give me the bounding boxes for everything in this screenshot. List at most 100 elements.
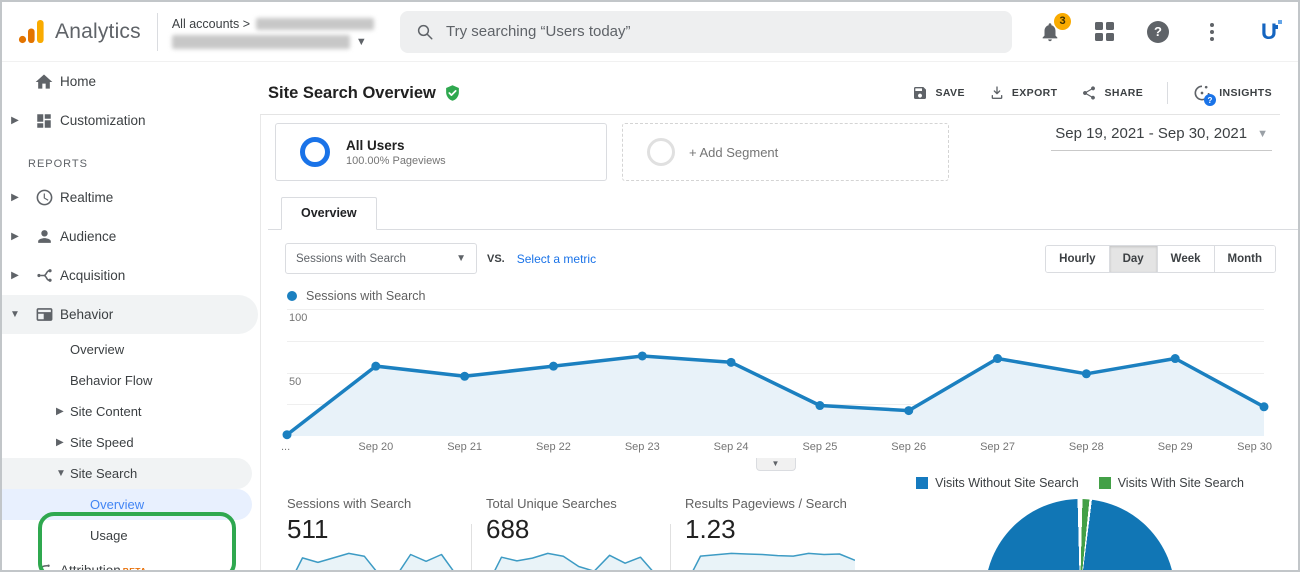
insights-button[interactable]: ? INSIGHTS bbox=[1192, 83, 1272, 106]
series-legend-dot bbox=[287, 291, 297, 301]
expand-icon[interactable]: ▶ bbox=[11, 115, 19, 126]
chart-plot-area[interactable]: 100 50 bbox=[282, 309, 1269, 440]
collapse-icon[interactable]: ▼ bbox=[56, 468, 66, 479]
sidebar-item-realtime[interactable]: ▶ Realtime bbox=[2, 178, 260, 217]
sidebar-item-behavior-overview[interactable]: Overview bbox=[70, 342, 125, 357]
summary-row: Sessions with Search 511 Total Unique Se… bbox=[287, 468, 1280, 570]
notifications-button[interactable]: 3 bbox=[1038, 12, 1071, 44]
chart-controls: Sessions with Search ▼ VS. Select a metr… bbox=[285, 243, 1280, 274]
header-divider bbox=[156, 12, 158, 51]
gridline-50 bbox=[287, 372, 1264, 374]
metric-selector-dropdown[interactable]: Sessions with Search ▼ bbox=[285, 243, 477, 274]
sidebar-item-behavior-flow[interactable]: Behavior Flow bbox=[70, 373, 153, 388]
granularity-month-button[interactable]: Month bbox=[1213, 245, 1275, 272]
home-icon bbox=[28, 72, 60, 92]
sidebar-item-behavior[interactable]: ▼ Behavior bbox=[2, 295, 258, 334]
gridline-75 bbox=[287, 340, 1264, 342]
metric-divider bbox=[471, 524, 472, 570]
granularity-week-button[interactable]: Week bbox=[1156, 245, 1214, 272]
segments-row: All Users 100.00% Pageviews + Add Segmen… bbox=[275, 123, 1280, 183]
timeseries-chart[interactable]: 100 50 ... Sep 20 Sep 21 Sep 22 Sep 23 Sep 24… bbox=[281, 309, 1272, 471]
unique-searches-sparkline bbox=[494, 552, 653, 570]
metric-cards: Sessions with Search 511 Total Unique Se… bbox=[287, 468, 855, 570]
segment-all-users[interactable]: All Users 100.00% Pageviews bbox=[275, 123, 607, 181]
results-pageviews-sparkline bbox=[692, 552, 855, 570]
gridline-100 bbox=[287, 309, 1264, 310]
date-range-picker[interactable]: Sep 19, 2021 - Sep 30, 2021 ▼ bbox=[1051, 125, 1272, 151]
sidebar-item-site-search[interactable]: ▼ Site Search bbox=[2, 458, 252, 489]
series-legend: Sessions with Search bbox=[287, 289, 1280, 303]
x-tick-label: Sep 21 bbox=[447, 441, 483, 453]
date-range-value: Sep 19, 2021 - Sep 30, 2021 bbox=[1055, 125, 1248, 142]
sidebar-item-site-content[interactable]: ▶ Site Content bbox=[56, 404, 142, 419]
granularity-day-button[interactable]: Day bbox=[1108, 245, 1157, 272]
customization-icon bbox=[28, 112, 60, 130]
search-input[interactable]: Try searching “Users today” bbox=[400, 10, 1013, 53]
account-switcher[interactable]: All accounts > ▼ bbox=[171, 15, 375, 49]
report-toolbar: SAVE EXPORT SHARE ? bbox=[912, 82, 1280, 106]
product-name: Analytics bbox=[55, 19, 141, 43]
date-dropdown-icon: ▼ bbox=[1257, 127, 1268, 140]
x-tick-label: ... bbox=[281, 441, 291, 453]
overflow-menu-button[interactable] bbox=[1200, 20, 1224, 44]
insights-icon: ? bbox=[1192, 83, 1217, 106]
sidebar-item-site-search-overview[interactable]: Overview bbox=[2, 489, 252, 520]
account-dropdown-icon[interactable]: ▼ bbox=[355, 35, 367, 48]
expand-icon[interactable]: ▶ bbox=[56, 406, 64, 417]
legend-visits-with-site-search: Visits With Site Search bbox=[1098, 476, 1244, 490]
sidebar-item-customization[interactable]: ▶ Customization bbox=[2, 101, 260, 140]
help-button[interactable]: ? bbox=[1146, 20, 1170, 44]
sessions-line-series bbox=[282, 351, 1269, 440]
collapse-icon[interactable]: ▼ bbox=[10, 309, 20, 320]
sidebar-item-home[interactable]: Home bbox=[2, 62, 260, 101]
sidebar-item-audience[interactable]: ▶ Audience bbox=[2, 217, 260, 256]
select-metric-link[interactable]: Select a metric bbox=[516, 251, 597, 266]
behavior-icon bbox=[28, 305, 60, 324]
expand-icon[interactable]: ▶ bbox=[11, 270, 19, 281]
metric-results-pageviews-per-search[interactable]: Results Pageviews / Search 1.23 bbox=[685, 496, 855, 570]
pie-section: Visits Without Site Search Visits With S… bbox=[880, 468, 1280, 570]
page-title: Site Search Overview bbox=[268, 83, 436, 102]
verified-shield-icon bbox=[444, 84, 461, 102]
site-search-pie-chart[interactable] bbox=[985, 499, 1175, 570]
attribution-icon bbox=[28, 562, 60, 570]
add-segment-button[interactable]: + Add Segment bbox=[622, 123, 949, 181]
chart-collapse-button[interactable]: ▼ bbox=[755, 458, 796, 471]
x-tick-label: Sep 23 bbox=[624, 441, 660, 453]
download-icon bbox=[991, 86, 1003, 99]
tab-bar: Overview bbox=[268, 197, 1298, 230]
x-tick-label: Sep 20 bbox=[358, 441, 394, 453]
sidebar-item-acquisition[interactable]: ▶ Acquisition bbox=[2, 256, 260, 295]
share-button[interactable]: SHARE bbox=[1081, 85, 1143, 101]
reports-section-label: REPORTS bbox=[28, 158, 88, 170]
metric-total-unique-searches[interactable]: Total Unique Searches 688 bbox=[486, 496, 656, 570]
x-tick-label: Sep 25 bbox=[802, 441, 838, 453]
avatar[interactable]: U bbox=[1254, 16, 1284, 47]
person-icon bbox=[28, 227, 60, 246]
vs-label: VS. bbox=[487, 252, 505, 265]
sidebar-item-site-speed[interactable]: ▶ Site Speed bbox=[56, 435, 134, 450]
sidebar-item-usage[interactable]: Usage bbox=[90, 528, 128, 543]
metric-divider bbox=[670, 524, 671, 570]
segment-ring-icon bbox=[300, 137, 330, 167]
apps-button[interactable] bbox=[1092, 20, 1116, 44]
expand-icon[interactable]: ▶ bbox=[11, 231, 19, 242]
save-button[interactable]: SAVE bbox=[912, 85, 964, 101]
y-tick-100: 100 bbox=[289, 312, 308, 324]
segment-subtitle: 100.00% Pageviews bbox=[346, 154, 446, 167]
apps-grid-icon bbox=[1094, 22, 1114, 41]
x-axis-labels: ... Sep 20 Sep 21 Sep 22 Sep 23 Sep 24 Sep 25 S… bbox=[281, 441, 1272, 458]
tab-overview[interactable]: Overview bbox=[281, 197, 377, 230]
sidebar-item-attribution[interactable]: Attribution BETA bbox=[2, 551, 260, 570]
metric-sessions-with-search[interactable]: Sessions with Search 511 bbox=[287, 496, 457, 570]
export-button[interactable]: EXPORT bbox=[989, 85, 1058, 101]
account-name-redacted bbox=[256, 17, 375, 30]
search-placeholder: Try searching “Users today” bbox=[446, 23, 631, 40]
title-divider bbox=[260, 114, 1280, 115]
expand-icon[interactable]: ▶ bbox=[11, 192, 19, 203]
top-header: Analytics All accounts > ▼ Try searching… bbox=[2, 2, 1298, 62]
expand-icon[interactable]: ▶ bbox=[56, 437, 64, 448]
analytics-logo[interactable]: Analytics bbox=[18, 19, 141, 44]
granularity-hourly-button[interactable]: Hourly bbox=[1046, 245, 1109, 272]
